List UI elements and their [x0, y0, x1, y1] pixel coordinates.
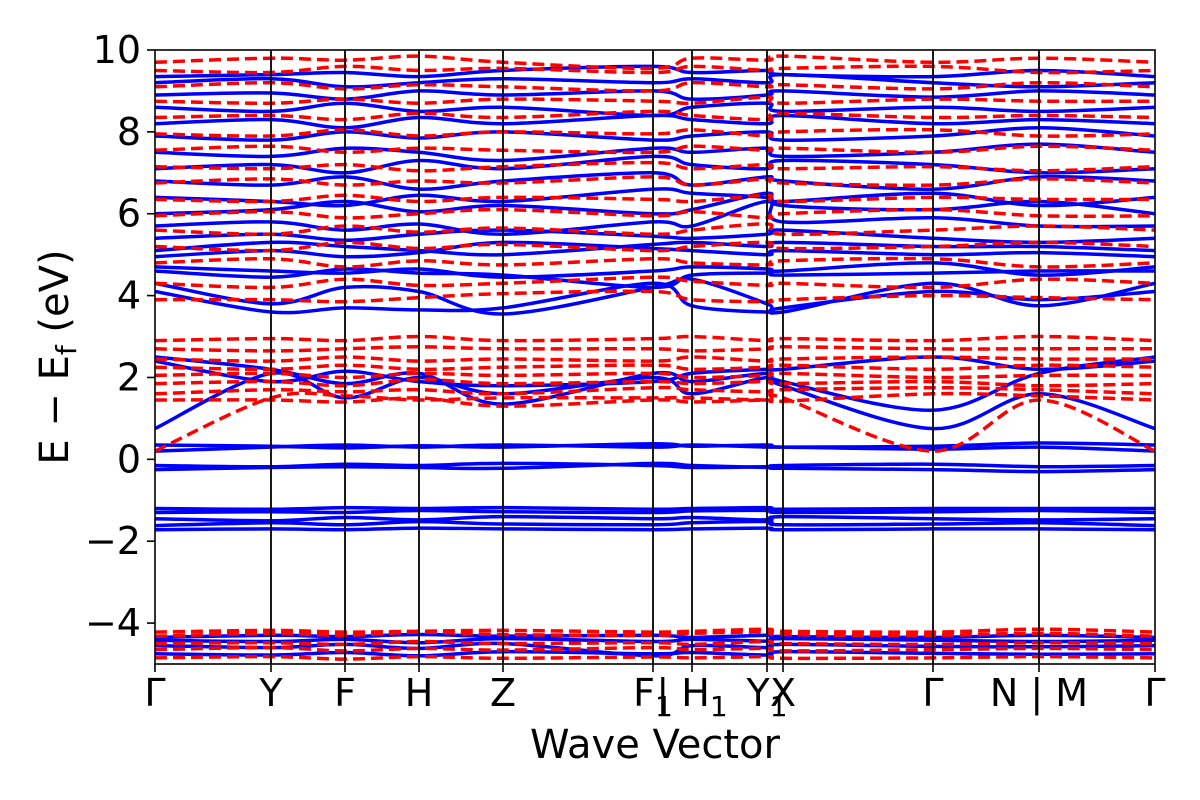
x-tick-label-sub-6: 1	[710, 690, 728, 723]
solid-band-10	[155, 461, 1155, 470]
x-axis-title: Wave Vector	[530, 722, 781, 768]
dashed-band-9	[155, 371, 1155, 380]
solid-band-4	[155, 526, 1155, 532]
y-tick-label-7: 10	[93, 28, 141, 72]
x-tick-label-main-10: N | M	[990, 671, 1088, 716]
dashed-band-16	[155, 256, 1155, 269]
x-tick-label-main-3: H	[405, 671, 434, 715]
dashed-band-21	[155, 175, 1155, 188]
x-tick-label-main-11: Γ	[1144, 671, 1165, 715]
dashed-band-15	[155, 275, 1155, 290]
y-axis-title: E − Ef (eV)	[32, 249, 83, 464]
solid-band-33	[155, 72, 1155, 89]
dashed-band-22	[155, 160, 1155, 173]
x-tick-label-main-5: F	[633, 671, 655, 715]
x-tick-label-main-1: Y	[258, 671, 283, 715]
dashed-band-19	[155, 207, 1155, 220]
solid-band-9	[155, 461, 1155, 474]
x-tick-label-5: F1	[633, 671, 673, 723]
y-axis-ticks: −4 −2 0 2 4 6 8 10	[85, 28, 155, 645]
dashed-band-4	[155, 627, 1155, 634]
x-tick-label-main-7: Y	[745, 671, 770, 715]
solid-band-23	[155, 199, 1155, 236]
y-tick-label-3: 2	[117, 355, 141, 399]
x-tick-label-0: Γ	[144, 671, 165, 715]
solid-band-29	[155, 126, 1155, 142]
x-tick-label-6: | H1	[656, 671, 727, 723]
dashed-band-1	[155, 645, 1155, 653]
dashed-band-11	[155, 355, 1155, 363]
solid-band-6	[155, 514, 1155, 523]
x-tick-label-11: Γ	[1144, 671, 1165, 715]
x-tick-label-sub-7: 1	[770, 690, 788, 723]
x-tick-label-7: Y1	[745, 671, 787, 723]
y-tick-label-2: 0	[117, 437, 141, 481]
x-tick-label-3: H	[405, 671, 434, 715]
x-tick-label-4: Z	[490, 671, 516, 715]
x-tick-label-1: Y	[258, 671, 283, 715]
solid-band-2	[155, 636, 1155, 645]
x-tick-label-main-9: Γ	[922, 671, 943, 715]
y-tick-label-4: 4	[117, 274, 141, 318]
dashed-band-7	[155, 385, 1155, 396]
dashed-band-24	[155, 127, 1155, 138]
bands-layer	[155, 54, 1155, 661]
dashed-band-0	[155, 654, 1155, 661]
solid-band-22	[155, 228, 1155, 245]
dashed-band-27	[155, 80, 1155, 93]
y-tick-label-1: −2	[85, 519, 141, 563]
dashed-band-25	[155, 109, 1155, 122]
dashed-band-10	[155, 363, 1155, 372]
solid-band-30	[155, 113, 1155, 130]
dashed-band-3	[155, 630, 1155, 638]
dashed-band-20	[155, 193, 1155, 204]
solid-band-5	[155, 519, 1155, 528]
x-tick-label-main-2: F	[334, 671, 356, 715]
y-axis-title-subscript: f	[50, 344, 83, 355]
x-tick-label-9: Γ	[922, 671, 943, 715]
dashed-band-23	[155, 144, 1155, 155]
x-tick-label-8: X	[770, 671, 796, 715]
x-tick-label-main-0: Γ	[144, 671, 165, 715]
solid-band-25	[155, 187, 1155, 208]
plot-frame	[154, 49, 1156, 665]
x-tick-label-2: F	[334, 671, 356, 715]
solid-band-7	[155, 508, 1155, 515]
y-axis-title-unit: (eV)	[32, 249, 78, 345]
solid-band-8	[155, 505, 1155, 512]
solid-band-18	[155, 267, 1155, 290]
dashed-band-12	[155, 345, 1155, 353]
dashed-band-14	[155, 289, 1155, 304]
dashed-band-26	[155, 95, 1155, 106]
y-tick-label-0: −4	[85, 601, 141, 645]
dashed-band-29	[155, 54, 1155, 71]
x-tick-label-sub-5: 1	[655, 690, 673, 723]
dashed-band-8	[155, 377, 1155, 388]
x-tick-label-main-8: X	[770, 671, 796, 715]
dashed-band-series	[155, 54, 1155, 661]
dashed-band-18	[155, 222, 1155, 237]
solid-band-19	[155, 261, 1155, 279]
y-tick-label-5: 6	[117, 192, 141, 236]
dashed-band-6	[155, 391, 1155, 408]
dashed-band-2	[155, 639, 1155, 647]
dashed-band-17	[155, 240, 1155, 253]
dashed-band-5	[155, 391, 1155, 453]
x-tick-label-10: N | M	[990, 671, 1088, 716]
dashed-band-28	[155, 64, 1155, 75]
y-axis-title-main: E − E	[32, 355, 78, 465]
x-tick-label-main-6: | H	[656, 671, 709, 716]
kpoint-lines	[270, 50, 1040, 664]
x-tick-label-main-4: Z	[490, 671, 516, 715]
dashed-band-13	[155, 334, 1155, 343]
y-tick-label-6: 8	[117, 110, 141, 154]
